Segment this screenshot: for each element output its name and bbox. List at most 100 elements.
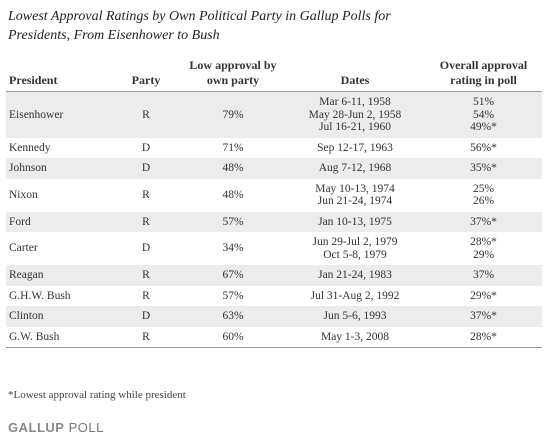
dates-cell: Jan 10-13, 1975	[285, 211, 425, 232]
party-cell: D	[111, 158, 181, 179]
party-cell: R	[111, 265, 181, 286]
party-cell: R	[111, 91, 181, 138]
date-line: Jun 5-6, 1993	[323, 310, 387, 322]
date-line: Jun 21-24, 1974	[317, 195, 393, 207]
table-row: Reagan R 67% Jan 21-24, 1983 37%	[6, 265, 542, 286]
low-approval-cell: 48%	[181, 158, 285, 179]
party-cell: R	[111, 211, 181, 232]
table-row: Ford R 57% Jan 10-13, 1975 37%*	[6, 211, 542, 232]
date-line: Jun 29-Jul 2, 1979	[312, 236, 398, 248]
column-header: Party	[111, 56, 181, 92]
table-row: Carter D 34% Jun 29-Jul 2, 1979 Oct 5-8, 197…	[6, 232, 542, 265]
president-cell: Reagan	[6, 265, 111, 286]
table-row: Nixon R 48% May 10-13, 1974 Jun 21-24, 1974 2…	[6, 179, 542, 212]
overall-cell: 37%*	[425, 211, 542, 232]
table-row: Clinton D 63% Jun 5-6, 1993 37%*	[6, 306, 542, 327]
overall-line: 35%*	[470, 162, 497, 174]
date-line: May 28-Jun 2, 1958	[308, 108, 402, 121]
president-cell: Kennedy	[9, 141, 51, 154]
party-cell: D	[141, 242, 151, 255]
date-line: May 10-13, 1974	[315, 182, 395, 195]
president-cell: G.H.W. Bush	[9, 289, 71, 302]
overall-cell: 35%*	[425, 158, 542, 179]
overall-line: 29%*	[470, 289, 497, 302]
overall-cell: 56%*	[425, 138, 542, 159]
low-approval-cell: 71%	[222, 141, 244, 154]
president-cell: Johnson	[6, 158, 111, 179]
date-line: Aug 7-12, 1968	[318, 162, 392, 174]
president-cell: Carter	[9, 242, 38, 255]
overall-cell: 25% 26%	[425, 179, 542, 212]
overall-line: 51%	[472, 96, 495, 108]
low-approval-cell: 34%	[222, 242, 244, 255]
overall-line: 29%	[472, 248, 495, 261]
date-line: Oct 5-8, 1979	[323, 248, 387, 261]
date-line: Jul 31-Aug 2, 1992	[310, 289, 400, 302]
president-cell: G.W. Bush	[6, 326, 111, 348]
low-approval-cell: 63%	[181, 306, 285, 327]
low-approval-cell: 60%	[181, 326, 285, 348]
logo-brand: GALLUP	[8, 420, 65, 435]
dates-cell: Jul 31-Aug 2, 1992	[285, 286, 425, 307]
date-line: Jul 16-21, 1960	[319, 121, 391, 133]
overall-line: 26%	[472, 195, 495, 207]
party-cell: D	[111, 306, 181, 327]
dates-cell: Sep 12-17, 1963	[285, 138, 425, 159]
party-cell: R	[111, 326, 181, 348]
president-cell: Ford	[6, 211, 111, 232]
dates-cell: May 1-3, 2008	[285, 326, 425, 348]
table-row: Johnson D 48% Aug 7-12, 1968 35%*	[6, 158, 542, 179]
table-row: Kennedy D 71% Sep 12-17, 1963 56%*	[6, 138, 542, 159]
table: President Party Low approval by own party D…	[6, 56, 542, 348]
overall-cell: 37%*	[425, 306, 542, 327]
overall-line: 28%*	[470, 236, 497, 248]
low-approval-cell: 79%	[181, 91, 285, 138]
dates-cell: Aug 7-12, 1968	[285, 158, 425, 179]
overall-line: 54%	[472, 108, 495, 121]
dates-cell: May 10-13, 1974 Jun 21-24, 1974	[285, 179, 425, 212]
date-line: Jan 21-24, 1983	[318, 269, 392, 281]
date-line: Mar 6-11, 1958	[319, 96, 391, 108]
party-cell: R	[142, 188, 150, 201]
party-cell: D	[141, 141, 151, 154]
low-approval-cell: 48%	[222, 188, 244, 201]
low-approval-cell: 57%	[181, 211, 285, 232]
logo: GALLUP POLL	[8, 420, 104, 435]
overall-line: 37%*	[470, 310, 497, 322]
table-row: G.W. Bush R 60% May 1-3, 2008 28%*	[6, 326, 542, 348]
title: Lowest Approval Ratings by Own Political…	[8, 9, 391, 43]
low-approval-cell: 67%	[181, 265, 285, 286]
dates-cell: Jan 21-24, 1983	[285, 265, 425, 286]
overall-line: 25%	[472, 182, 495, 195]
header-row: President Party Low approval by own party D…	[6, 56, 542, 92]
president-cell: Clinton	[6, 306, 111, 327]
overall-line: 49%*	[470, 121, 497, 133]
party-cell: R	[142, 289, 150, 302]
column-header: President	[6, 56, 111, 92]
overall-line: 37%	[472, 269, 495, 281]
column-header: Overall approval rating in poll	[425, 56, 542, 92]
overall-cell: 29%*	[425, 286, 542, 307]
overall-line: 56%*	[470, 141, 497, 154]
table-row: Eisenhower R 79% Mar 6-11, 1958 May 28-Jun 2…	[6, 91, 542, 138]
column-header: Dates	[285, 56, 425, 92]
overall-cell: 51% 54% 49%*	[425, 91, 542, 138]
overall-line: 28%*	[470, 330, 497, 343]
overall-line: 37%*	[470, 215, 497, 228]
dates-cell: Jun 29-Jul 2, 1979 Oct 5-8, 1979	[285, 232, 425, 265]
date-line: May 1-3, 2008	[320, 330, 390, 343]
low-approval-cell: 57%	[222, 289, 244, 302]
overall-cell: 28%* 29%	[425, 232, 542, 265]
president-cell: Eisenhower	[6, 91, 111, 138]
date-line: Jan 10-13, 1975	[318, 215, 392, 228]
president-cell: Nixon	[9, 188, 38, 201]
date-line: Sep 12-17, 1963	[317, 141, 393, 154]
column-header: Low approval by own party	[181, 56, 285, 92]
dates-cell: Jun 5-6, 1993	[285, 306, 425, 327]
overall-cell: 37%	[425, 265, 542, 286]
dates-cell: Mar 6-11, 1958 May 28-Jun 2, 1958 Jul 16-2…	[285, 91, 425, 138]
overall-cell: 28%*	[425, 326, 542, 348]
footnote: *Lowest approval rating while president	[8, 389, 186, 401]
table-row: G.H.W. Bush R 57% Jul 31-Aug 2, 1992 29%*	[6, 286, 542, 307]
